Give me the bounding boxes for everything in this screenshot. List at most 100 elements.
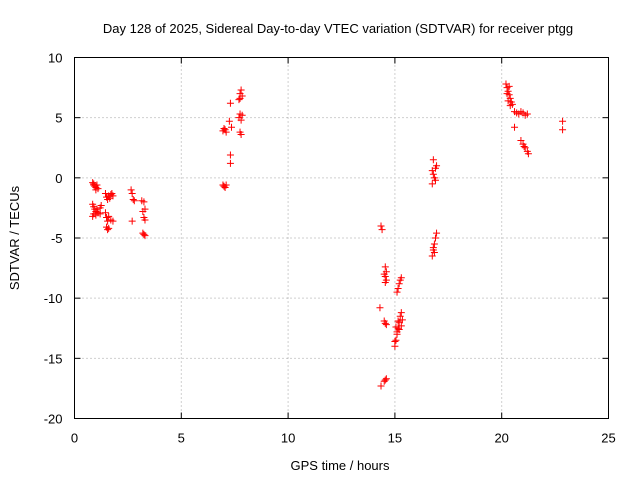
data-point [236,94,244,102]
data-point [381,279,389,287]
data-point [220,124,228,132]
data-point [380,377,388,385]
x-tick-label: 20 [494,431,508,446]
data-point [127,186,135,194]
data-point [140,198,148,206]
data-point [392,336,400,344]
data-point [429,170,437,178]
data-point [237,86,245,94]
data-point [428,252,436,260]
data-point [93,205,101,213]
data-point [505,82,513,90]
data-point [141,216,149,224]
data-point [394,285,402,293]
data-point [105,224,113,232]
data-point [559,126,567,134]
data-point [397,274,405,282]
data-point [101,209,109,217]
data-point [395,280,403,288]
data-point [377,222,385,230]
data-point [397,309,405,317]
y-tick-label: 10 [48,51,62,66]
data-point [394,317,402,325]
data-point [128,217,136,225]
data-point [226,159,234,167]
x-tick-label: 0 [71,431,78,446]
data-point [381,263,389,271]
x-tick-labels: 0 5 10 15 20 25 [71,431,616,446]
data-point [105,212,113,220]
y-tick-label: -10 [44,291,63,306]
data-point [97,202,105,210]
data-point [503,90,511,98]
x-axis-label: GPS time / hours [291,458,390,473]
data-point [391,337,399,345]
y-tick-label: -20 [44,412,63,427]
y-tick-label: 5 [55,111,62,126]
data-point [141,232,149,240]
data-point [92,186,100,194]
data-point [381,376,389,384]
data-point [431,176,439,184]
data-point [381,319,389,327]
data-point [226,151,234,159]
data-point [222,128,230,136]
data-point [227,123,235,131]
y-tick-label: -5 [51,231,63,246]
data-point [140,230,148,238]
y-tick-label: 0 [55,171,62,186]
data-point [521,144,529,152]
data-point [517,137,525,145]
data-point [430,248,438,256]
data-point [106,194,114,202]
data-point [429,244,437,252]
data-point [130,197,138,205]
data-point [430,240,438,248]
x-tick-label: 10 [281,431,295,446]
data-point [396,312,404,320]
data-point [559,117,567,125]
data-point [429,156,437,164]
y-tick-label: -15 [44,351,63,366]
data-point [139,208,147,216]
data-point [237,131,245,139]
data-point [506,102,514,110]
data-point [104,226,112,234]
data-point [378,226,386,234]
data-point [431,164,439,172]
data-point [393,288,401,296]
data-point [524,150,532,158]
data-point [90,180,98,188]
data-point [226,99,234,107]
data-point [96,210,104,218]
x-tick-label: 15 [388,431,402,446]
data-point [431,234,439,242]
data-point [504,97,512,105]
data-point [520,143,528,151]
data-point [377,382,385,390]
y-axis-label: SDTVAR / TECUs [7,185,22,290]
data-point [222,181,230,189]
data-point [93,181,101,189]
data-point [397,322,405,330]
data-point [129,195,137,203]
data-point [511,123,519,131]
data-point [225,117,233,125]
data-points [89,80,567,390]
x-tick-label: 5 [178,431,185,446]
data-point [398,316,406,324]
data-point [392,323,400,331]
grid [74,57,609,419]
data-point [128,189,136,197]
plot-frame [74,57,609,419]
data-point [235,96,243,104]
chart-title: Day 128 of 2025, Sidereal Day-to-day VTE… [103,21,573,36]
data-point [237,116,245,124]
y-tick-labels: -20 -15 -10 -5 0 5 10 [44,51,63,427]
data-point [238,111,246,119]
data-point [523,110,531,118]
data-point [376,304,384,312]
x-tick-label: 25 [601,431,615,446]
data-point [382,321,390,329]
